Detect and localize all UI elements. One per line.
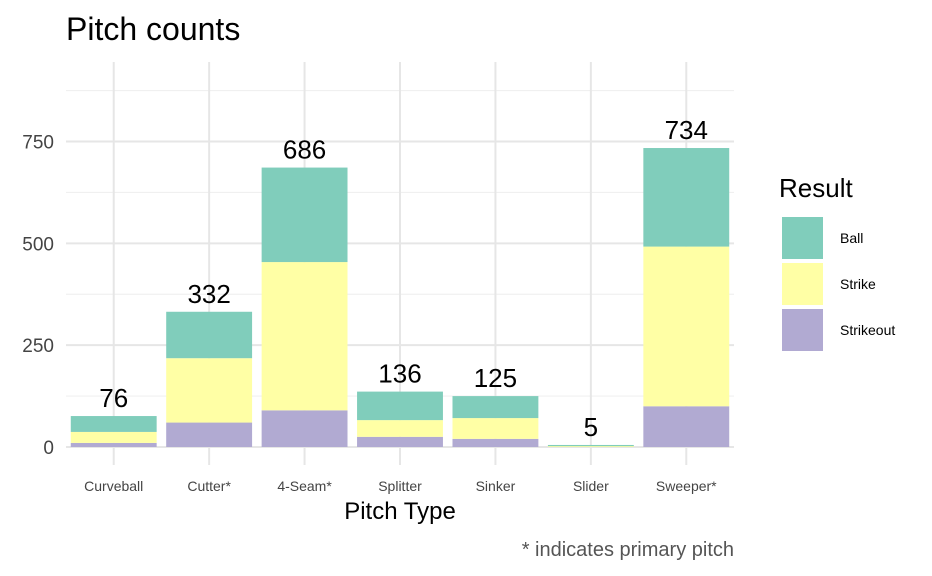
x-tick-label: Sinker bbox=[476, 478, 516, 494]
bar-slider-ball bbox=[547, 444, 634, 447]
x-tick-label: Splitter bbox=[378, 478, 422, 494]
bar-curveball-strikeout bbox=[70, 442, 157, 447]
bar-slider-strike bbox=[547, 446, 634, 447]
bar-cutter-strikeout bbox=[166, 422, 253, 447]
bar-4-seam-ball bbox=[261, 167, 348, 263]
total-label-splitter: 136 bbox=[378, 359, 421, 389]
bars bbox=[70, 148, 730, 447]
bar-4-seam-strike bbox=[261, 262, 348, 411]
x-axis-label: Pitch Type bbox=[344, 498, 456, 525]
chart-caption: * indicates primary pitch bbox=[522, 539, 734, 561]
legend-label-strikeout: Strikeout bbox=[840, 322, 895, 338]
bar-4-seam-strikeout bbox=[261, 410, 348, 447]
bar-curveball-ball bbox=[70, 416, 157, 432]
total-label-slider: 5 bbox=[584, 412, 598, 442]
total-label-cutter: 332 bbox=[187, 279, 230, 309]
legend-label-ball: Ball bbox=[840, 230, 863, 246]
bar-cutter-ball bbox=[166, 311, 253, 359]
total-label-sinker: 125 bbox=[474, 363, 517, 393]
y-tick-label: 500 bbox=[22, 234, 54, 255]
total-label-curveball: 76 bbox=[99, 383, 128, 413]
bar-curveball-strike bbox=[70, 431, 157, 443]
bar-sinker-strike bbox=[452, 418, 539, 439]
x-tick-label: Cutter* bbox=[187, 478, 231, 494]
bar-cutter-strike bbox=[166, 358, 253, 423]
total-label-4-seam: 686 bbox=[283, 135, 326, 165]
bar-splitter-strikeout bbox=[357, 436, 443, 447]
chart-title: Pitch counts bbox=[66, 11, 240, 47]
total-labels: 76 332 686 136 125 5 734 bbox=[99, 115, 708, 442]
y-tick-label: 750 bbox=[22, 133, 54, 154]
legend-key-strike bbox=[782, 263, 823, 305]
bar-splitter-strike bbox=[357, 420, 443, 437]
bar-sweeper-strike bbox=[643, 246, 730, 407]
bar-splitter-ball bbox=[357, 391, 443, 421]
x-tick-label: Sweeper* bbox=[656, 478, 717, 494]
legend-title: Result bbox=[779, 173, 853, 203]
total-label-sweeper: 734 bbox=[665, 115, 708, 145]
legend: Result Ball Strike Strikeout bbox=[779, 173, 895, 351]
y-axis-ticks: 0 250 500 750 bbox=[22, 133, 54, 460]
bar-sinker-ball bbox=[452, 396, 539, 419]
legend-key-ball bbox=[782, 217, 823, 259]
bar-sweeper-ball bbox=[643, 148, 730, 247]
x-tick-label: Slider bbox=[573, 478, 609, 494]
y-tick-label: 0 bbox=[43, 438, 54, 459]
bar-sinker-strikeout bbox=[452, 438, 539, 447]
x-axis-ticks: Curveball Cutter* 4-Seam* Splitter Sinker Sli… bbox=[84, 478, 717, 494]
legend-label-strike: Strike bbox=[840, 276, 876, 292]
x-tick-label: 4-Seam* bbox=[277, 478, 332, 494]
y-tick-label: 250 bbox=[22, 336, 54, 357]
legend-key-strikeout bbox=[782, 309, 823, 351]
bar-sweeper-strikeout bbox=[643, 406, 730, 447]
x-tick-label: Curveball bbox=[84, 478, 143, 494]
